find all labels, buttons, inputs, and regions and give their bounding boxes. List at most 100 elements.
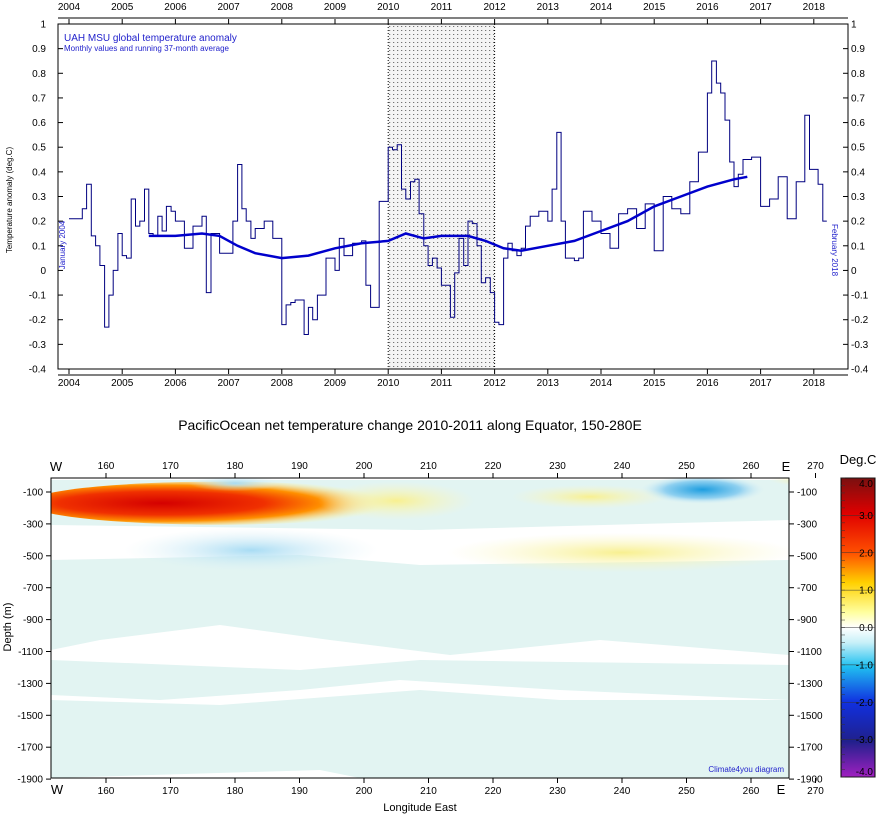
lon-tick-label-bottom: 230 <box>549 786 566 797</box>
colorbar <box>840 477 876 778</box>
lon-tick-label-bottom: 260 <box>743 786 760 797</box>
bottom-plot-frame <box>50 477 790 779</box>
x-tick-label-bottom: 2015 <box>643 378 666 389</box>
y-tick-label-left: 0.9 <box>32 44 46 55</box>
shaded-period-background <box>388 24 495 369</box>
anomaly-region <box>188 478 282 492</box>
lon-tick-label-bottom: 220 <box>485 786 502 797</box>
colorbar-tick-label: -4.0 <box>856 767 874 778</box>
x-tick-label-bottom: 2014 <box>590 378 613 389</box>
y-tick-label-left: 0.6 <box>32 118 46 129</box>
anomaly-region <box>511 484 669 509</box>
colorbar-tick-label: -1.0 <box>856 660 874 671</box>
depth-tick-label-right: -1100 <box>797 647 822 658</box>
x-tick-label-bottom: 2013 <box>537 378 560 389</box>
y-tick-label-right: -0.2 <box>851 315 869 326</box>
top-axes: -0.4 -0.4 -0.3 -0.3 -0.2 -0.2 -0.1 -0.1 0 0 0.1 0.1… <box>29 2 869 389</box>
y-tick-label-right: 0.6 <box>851 118 865 129</box>
y-tick-label-right: 0.7 <box>851 93 865 104</box>
depth-tick-label-right: -500 <box>797 551 817 562</box>
colorbar-tick-label: 2.0 <box>859 548 873 559</box>
colorbar-tick-label: -2.0 <box>856 698 874 709</box>
lon-tick-label-top: 170 <box>162 461 179 472</box>
depth-tick-label-right: -1900 <box>797 775 823 786</box>
depth-tick-label-right: -1300 <box>797 679 823 690</box>
y-tick-label-right: -0.3 <box>851 340 869 351</box>
lon-tick-label-bottom: 200 <box>356 786 373 797</box>
bottom-axes: 160 160 170 170 180 180 190 190 200 200 210 210 220 2… <box>17 461 824 797</box>
la-nina-shaded-period <box>387 24 496 369</box>
anomaly-region <box>51 481 411 525</box>
depth-tick-label-left: -1500 <box>17 711 43 722</box>
lon-tick-label-bottom: 270 <box>807 786 824 797</box>
deep-cyan-band <box>51 555 789 655</box>
colorbar-tick-label: -3.0 <box>856 735 874 746</box>
depth-tick-label-left: -1700 <box>17 743 43 754</box>
depth-tick-label-left: -1900 <box>17 775 43 786</box>
top-chart-subtitle: Monthly values and running 37-month aver… <box>64 44 230 53</box>
x-tick-label-bottom: 2008 <box>271 378 294 389</box>
y-tick-label-left: -0.1 <box>29 291 47 302</box>
lon-tick-label-bottom: 250 <box>678 786 695 797</box>
credit-label: Climate4you diagram <box>708 765 784 774</box>
x-tick-label-bottom: 2006 <box>164 378 187 389</box>
east-label-top: E <box>782 459 791 474</box>
y-tick-label-right: 0.3 <box>851 192 865 203</box>
depth-tick-label-left: -1300 <box>17 679 43 690</box>
x-tick-label-top: 2014 <box>590 2 613 13</box>
x-tick-label-top: 2011 <box>431 2 453 13</box>
x-tick-label-bottom: 2011 <box>431 378 453 389</box>
x-tick-label-bottom: 2018 <box>803 378 826 389</box>
bottom-y-axis-label: Depth (m) <box>2 603 14 652</box>
x-tick-label-bottom: 2017 <box>749 378 772 389</box>
x-tick-label-bottom: 2007 <box>217 378 240 389</box>
lon-tick-label-top: 250 <box>678 461 695 472</box>
lon-tick-label-bottom: 240 <box>614 786 631 797</box>
y-tick-label-right: 0.2 <box>851 217 865 228</box>
x-tick-label-top: 2012 <box>483 2 506 13</box>
depth-tick-label-left: -500 <box>23 551 43 562</box>
lon-tick-label-top: 160 <box>98 461 115 472</box>
x-tick-label-bottom: 2016 <box>696 378 719 389</box>
lon-tick-label-top: 180 <box>227 461 244 472</box>
y-tick-label-left: -0.4 <box>29 365 47 376</box>
y-tick-label-left: 0.2 <box>32 217 46 228</box>
top-y-axis-label: Temperature anomaly (deg.C) <box>5 147 14 254</box>
colorbar-tick-label: 4.0 <box>859 479 873 490</box>
x-tick-label-top: 2015 <box>643 2 666 13</box>
x-tick-label-top: 2018 <box>803 2 826 13</box>
lon-tick-label-bottom: 180 <box>227 786 244 797</box>
deep-cyan-band-2 <box>51 660 789 700</box>
colorbar-title: Deg.C <box>840 452 877 467</box>
y-tick-label-left: 0.1 <box>32 241 46 252</box>
y-tick-label-right: 0.5 <box>851 143 865 154</box>
depth-tick-label-left: -300 <box>23 519 43 530</box>
y-tick-label-left: 0.8 <box>32 69 46 80</box>
x-tick-label-top: 2004 <box>58 2 81 13</box>
depth-tick-label-left: -100 <box>23 488 43 499</box>
x-tick-label-top: 2013 <box>537 2 560 13</box>
x-tick-label-bottom: 2005 <box>111 378 134 389</box>
y-tick-label-left: 1 <box>40 20 46 31</box>
y-tick-label-right: 1 <box>851 20 857 31</box>
lon-tick-label-bottom: 210 <box>420 786 437 797</box>
anomaly-region <box>769 478 789 486</box>
deep-cyan-band-3 <box>51 690 789 778</box>
y-tick-label-left: 0.4 <box>32 167 46 178</box>
lon-tick-label-bottom: 190 <box>291 786 308 797</box>
depth-tick-label-right: -700 <box>797 583 817 594</box>
x-tick-label-top: 2005 <box>111 2 134 13</box>
heatmap-field <box>51 478 789 778</box>
y-tick-label-right: -0.4 <box>851 365 869 376</box>
x-tick-label-top: 2017 <box>749 2 772 13</box>
lon-tick-label-bottom: 160 <box>98 786 115 797</box>
x-tick-label-bottom: 2010 <box>377 378 400 389</box>
y-tick-label-left: -0.3 <box>29 340 47 351</box>
lon-tick-label-top: 200 <box>356 461 373 472</box>
depth-tick-label-right: -1700 <box>797 743 823 754</box>
anomaly-region <box>640 478 765 504</box>
colorbar-ticks: 4.0 3.0 2.0 1.0 0.0 -1.0 -2.0 -3.0 -4.0 <box>841 477 875 778</box>
top-chart-title: UAH MSU global temperature anomaly <box>64 33 237 44</box>
west-label-bottom: W <box>51 782 64 797</box>
start-date-annotation: January 2004 <box>58 220 67 269</box>
